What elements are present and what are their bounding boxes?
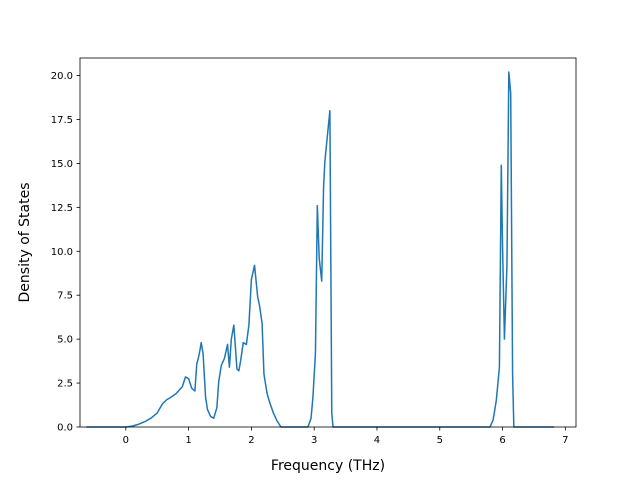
x-tick-label: 5 [437, 435, 443, 446]
y-tick-label: 12.5 [51, 203, 73, 214]
plot-area [79, 57, 577, 428]
x-tick-label: 0 [123, 435, 129, 446]
y-tick-label: 2.5 [57, 379, 73, 390]
x-tick-label: 7 [562, 435, 568, 446]
x-tick-label: 4 [374, 435, 380, 446]
y-tick-label: 17.5 [51, 115, 73, 126]
y-tick-label: 7.5 [57, 291, 73, 302]
x-tick-label: 2 [248, 435, 254, 446]
y-axis-label: Density of States [17, 183, 33, 303]
x-tick-label: 3 [311, 435, 317, 446]
y-axis: 0.0 2.5 5.0 7.5 10.0 12.5 15.0 17.5 20.0 [51, 71, 80, 434]
x-axis: 0 1 2 3 4 5 6 7 [123, 427, 569, 446]
x-tick-label: 6 [499, 435, 505, 446]
x-axis-label: Frequency (THz) [271, 458, 385, 474]
x-tick-label: 1 [185, 435, 191, 446]
axes-background [80, 58, 576, 427]
y-tick-label: 20.0 [51, 71, 73, 82]
y-tick-label: 5.0 [57, 335, 73, 346]
y-tick-label: 10.0 [51, 247, 73, 258]
y-tick-label: 15.0 [51, 159, 73, 170]
axes-frame [79, 57, 577, 428]
y-tick-label: 0.0 [57, 423, 73, 434]
